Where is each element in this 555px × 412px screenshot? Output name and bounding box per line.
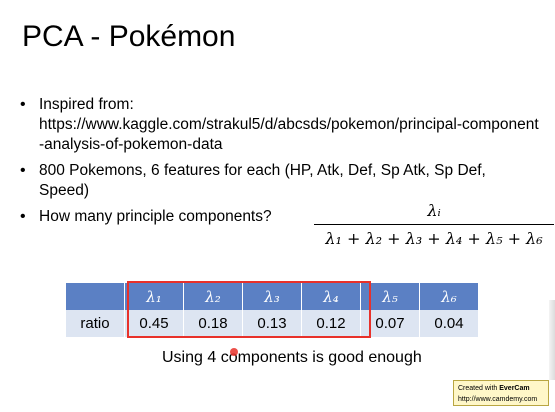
evercam-watermark: Created with EverCam http://www.camdemy.…: [453, 380, 549, 406]
inspired-label: Inspired from:: [39, 96, 134, 113]
bullet-inspired: • Inspired from: https://www.kaggle.com/…: [20, 95, 540, 155]
table-header-cell: λ₄: [301, 283, 361, 310]
table-cell: 0.13: [242, 310, 302, 337]
watermark-brand: EverCam: [499, 385, 530, 392]
table-row: ratio 0.45 0.18 0.13 0.12 0.07 0.04: [66, 310, 479, 337]
bullet-dot-icon: •: [20, 162, 26, 179]
bullet-dataset: • 800 Pokemons, 6 features for each (HP,…: [20, 161, 540, 201]
watermark-line1: Created with EverCam: [458, 383, 544, 394]
table-header-cell: λ₂: [183, 283, 243, 310]
formula-denominator: λ₁ + λ₂ + λ₃ + λ₄ + λ₅ + λ₆: [325, 229, 543, 248]
bullet-dot-icon: •: [20, 96, 26, 113]
table-header-cell: λ₆: [419, 283, 479, 310]
bullet-dot-icon: •: [20, 208, 26, 225]
dataset-text: 800 Pokemons, 6 features for each (HP, A…: [39, 162, 486, 199]
table-cell: 0.12: [301, 310, 361, 337]
kaggle-link[interactable]: https://www.kaggle.com/strakul5/d/abcsds…: [39, 116, 539, 153]
scrollbar-edge: [549, 300, 555, 380]
table-header-cell: λ₃: [242, 283, 302, 310]
fraction-bar: [314, 224, 554, 225]
caption: Using 4 components is good enough: [162, 349, 422, 366]
table-header-cell: λ₁: [124, 283, 184, 310]
eigenvalue-ratio-table: λ₁ λ₂ λ₃ λ₄ λ₅ λ₆ ratio 0.45 0.18 0.13 0…: [66, 283, 479, 337]
formula-numerator: λᵢ: [427, 201, 441, 220]
table-corner-cell: [66, 283, 125, 310]
slide-title: PCA - Pokémon: [22, 20, 236, 53]
bullet-list: • Inspired from: https://www.kaggle.com/…: [20, 95, 540, 233]
table-cell: 0.04: [419, 310, 479, 337]
bullet-question: • How many principle components?: [20, 207, 540, 227]
watermark-prefix: Created with: [458, 385, 500, 392]
question-text: How many principle components?: [39, 208, 272, 225]
pointer-cursor-icon: [230, 348, 238, 356]
row-label-ratio: ratio: [66, 310, 125, 337]
table-cell: 0.45: [124, 310, 184, 337]
table-header-row: λ₁ λ₂ λ₃ λ₄ λ₅ λ₆: [66, 283, 479, 310]
watermark-line2: http://www.camdemy.com: [458, 396, 538, 403]
table-header-cell: λ₅: [360, 283, 420, 310]
table-cell: 0.18: [183, 310, 243, 337]
ratio-formula: λᵢ λ₁ + λ₂ + λ₃ + λ₄ + λ₅ + λ₆: [314, 200, 554, 249]
table-cell: 0.07: [360, 310, 420, 337]
